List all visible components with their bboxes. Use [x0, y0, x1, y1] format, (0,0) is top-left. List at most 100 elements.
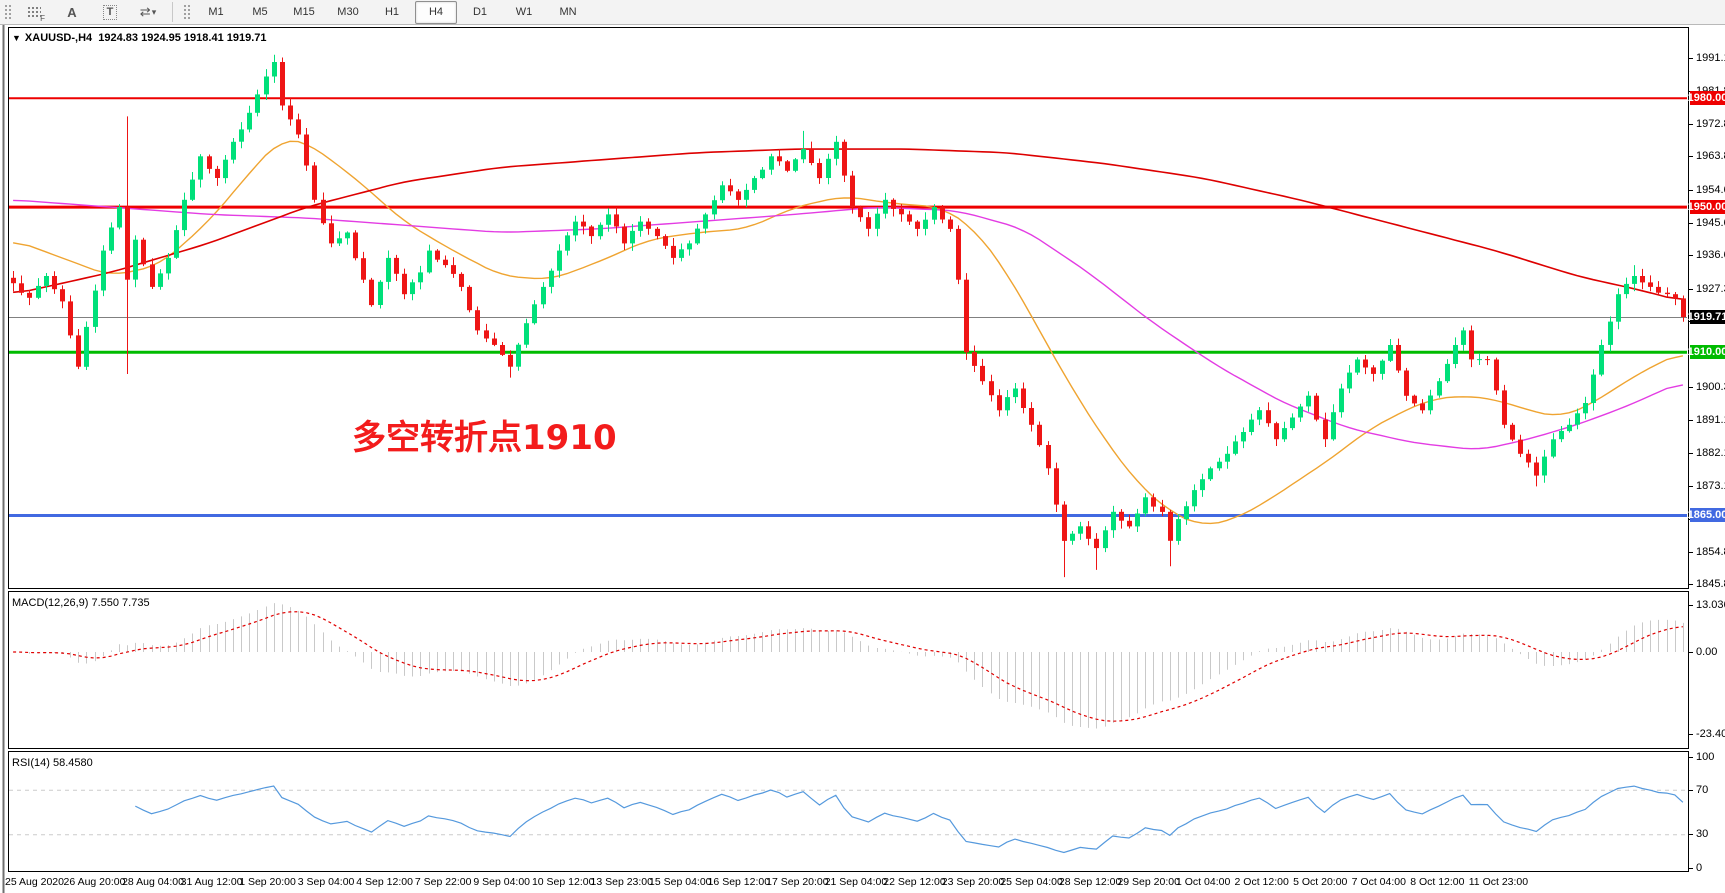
rsi-axis-tick: 70 [1696, 783, 1709, 796]
candle-down [581, 221, 586, 227]
timeframe-button-M30[interactable]: M30 [337, 6, 359, 18]
price-axis-tickmark [1689, 485, 1693, 487]
level-badge-1910.00[interactable]: 1910.00 [1687, 345, 1725, 360]
candle-down [1494, 359, 1499, 391]
candle-down [1656, 286, 1661, 293]
candle-up [1567, 424, 1572, 432]
candle-down [369, 279, 374, 306]
arrow-label-tool-button[interactable]: A [54, 1, 90, 24]
time-axis-label: 15 Sep 04:00 [649, 876, 712, 888]
time-axis-label: 1 Oct 04:00 [1176, 876, 1231, 888]
time-axis-label: 25 Aug 2020 [5, 876, 64, 888]
candle-up [1217, 461, 1222, 469]
rsi-axis-tick: 100 [1696, 750, 1715, 763]
candle-down [1021, 388, 1026, 408]
candle-up [769, 156, 774, 170]
rsi-axis-tickmark [1689, 867, 1693, 869]
candle-up [427, 250, 432, 273]
candle-up [1111, 511, 1116, 531]
candle-up [174, 230, 179, 258]
candle-up [557, 250, 562, 271]
candle-up [1103, 530, 1108, 549]
candle-up [1445, 363, 1450, 382]
grid-template-icon[interactable]: F [16, 1, 52, 24]
candle-up [1632, 276, 1637, 284]
dropdown-caret-icon: ▾ [151, 6, 157, 17]
candle-up [166, 257, 171, 274]
candle-up [720, 185, 725, 201]
ma-mid-magenta [13, 199, 1684, 450]
level-badge-1980.00[interactable]: 1980.00 [1687, 91, 1725, 106]
candle-up [549, 270, 554, 287]
timeframe-button-MN[interactable]: MN [559, 6, 577, 18]
candle-up [1184, 506, 1189, 520]
timeframe-button-M15[interactable]: M15 [293, 6, 315, 18]
candle-up [386, 257, 391, 282]
chart-annotation-text[interactable]: 多空转折点1910 [352, 418, 617, 458]
timeframe-button-D1[interactable]: D1 [472, 6, 488, 18]
candle-up [932, 207, 937, 220]
rsi-panel-border [8, 751, 1689, 872]
candle-up [198, 156, 203, 180]
time-axis-label: 25 Sep 04:00 [1000, 876, 1063, 888]
toolbar-grip-handle[interactable] [3, 3, 11, 21]
level-badge-1865.00[interactable]: 1865.00 [1687, 508, 1725, 523]
candle-down [589, 226, 594, 237]
candle-down [500, 345, 505, 355]
candle-down [809, 149, 814, 163]
candle-down [1681, 298, 1686, 317]
price-axis-tickmark [1689, 420, 1693, 422]
timeframe-button-H4[interactable]: H4 [415, 0, 457, 24]
price-axis-tickmark [1689, 189, 1693, 191]
candle-down [1094, 538, 1099, 549]
time-axis-label: 28 Aug 04:00 [122, 876, 184, 888]
candle-up [1013, 388, 1018, 398]
candle-up [345, 232, 350, 239]
candle-up [1290, 417, 1295, 429]
candle-down [451, 265, 456, 274]
candle-up [1347, 372, 1352, 389]
candle-down [997, 395, 1002, 411]
candle-up [1624, 283, 1629, 295]
candle-down [60, 289, 65, 302]
candle-up [752, 178, 757, 190]
timeframe-button-W1[interactable]: W1 [515, 6, 533, 18]
macd-axis-tick: -23.407 [1696, 728, 1725, 741]
time-axis-label: 16 Sep 12:00 [707, 876, 771, 888]
candle-down [907, 214, 912, 222]
indicators-dropdown-button[interactable]: ⇄ ▾ [130, 1, 166, 24]
symbol-dropdown-caret-icon[interactable]: ▼ [12, 33, 21, 43]
timeframe-button-M1[interactable]: M1 [208, 6, 224, 18]
candle-down [866, 217, 871, 229]
candle-up [1282, 428, 1287, 440]
rsi-line [135, 785, 1684, 854]
text-tool-button[interactable]: T [92, 1, 128, 24]
candle-down [1404, 370, 1409, 396]
time-axis-label: 22 Sep 12:00 [883, 876, 946, 888]
candle-up [1477, 359, 1482, 361]
candle-up [410, 282, 415, 295]
candle-up [231, 141, 236, 160]
candle-up [703, 214, 708, 229]
timeframe-button-H1[interactable]: H1 [384, 6, 400, 18]
candle-up [630, 230, 635, 244]
candle-up [516, 344, 521, 367]
timeframe-grip-handle[interactable] [182, 3, 190, 21]
time-axis-label: 9 Sep 04:00 [473, 876, 531, 888]
candle-down [280, 62, 285, 106]
candle-down [475, 310, 480, 331]
candle-down [484, 330, 489, 339]
candle-down [1274, 423, 1279, 440]
timeframe-button-M5[interactable]: M5 [252, 6, 268, 18]
candle-down [1151, 497, 1156, 507]
candle-down [1673, 294, 1678, 299]
candle-up [1241, 432, 1246, 442]
candle-up [883, 199, 888, 214]
candle-up [1135, 513, 1140, 527]
candle-up [1192, 490, 1197, 507]
candle-down [1363, 359, 1368, 368]
level-badge-1950.00[interactable]: 1950.00 [1687, 200, 1725, 215]
candle-down [1323, 419, 1328, 440]
